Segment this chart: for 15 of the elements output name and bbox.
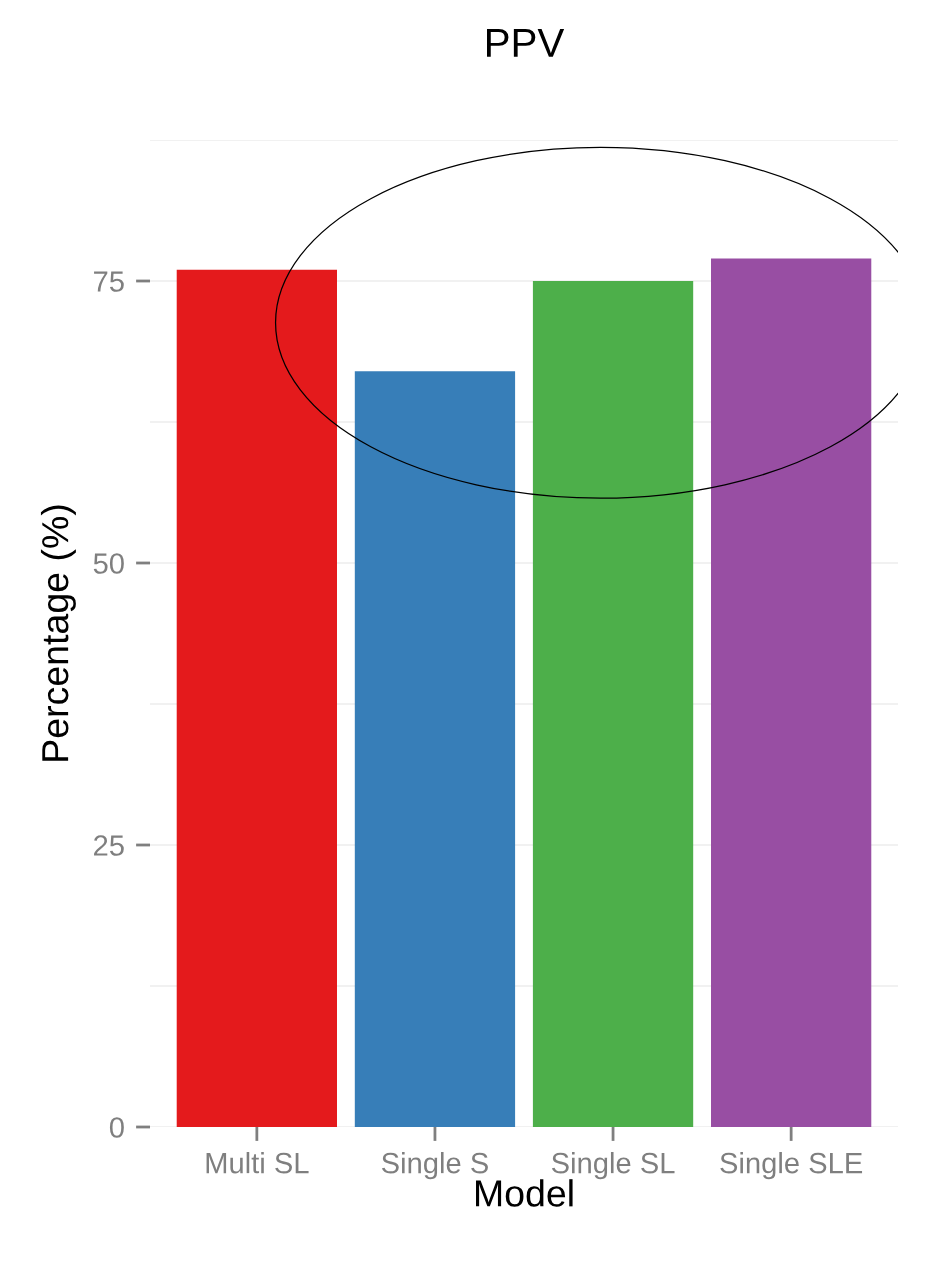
y-tick-label: 50: [93, 553, 124, 574]
bar: [176, 269, 337, 1127]
y-tick-label: 0: [109, 1117, 124, 1138]
x-axis-title: Model: [476, 1179, 573, 1207]
bar: [532, 281, 694, 1127]
x-tick-label: Single S: [381, 1152, 488, 1180]
bar: [711, 258, 872, 1127]
y-axis-title: Percentage (%): [40, 505, 76, 761]
chart-title: PPV: [487, 28, 565, 57]
x-tick-label: Single SL: [551, 1152, 675, 1180]
x-tick-label: Multi SL: [206, 1152, 309, 1174]
x-tick-label: Single SLE: [720, 1152, 863, 1180]
y-tick-label: 25: [94, 835, 124, 856]
y-tick-label: 75: [94, 271, 124, 292]
bar: [354, 371, 516, 1127]
